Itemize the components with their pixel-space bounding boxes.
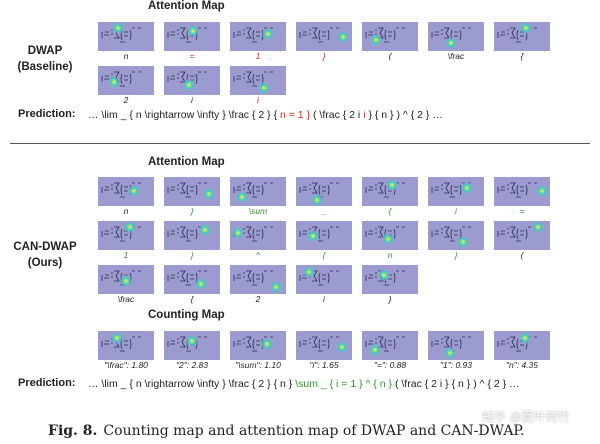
model-name: (Ours) [27,257,63,269]
thumbnail-label: i [257,95,259,105]
attention-thumbnail [428,177,484,206]
attention-thumbnail [230,177,286,206]
attention-thumbnail [164,265,220,294]
thumbnail-label: ( [388,51,392,61]
thumbnail-label: = [519,206,525,216]
attention-thumbnail [362,265,418,294]
thumbnail-label: } [388,294,392,304]
thumbnail-label: 2 [123,95,129,105]
thumbnail-label: 1 [255,51,261,61]
attention-thumbnail [362,221,418,250]
attention-thumbnail [362,331,418,360]
attention-thumbnail [428,331,484,360]
attention-thumbnail [164,22,220,51]
thumbnail-label: \frac [117,294,135,304]
attention-thumbnail [98,331,154,360]
attention-thumbnail [98,22,154,51]
caption-text: Counting map and attention map of DWAP a… [103,423,525,439]
thumbnail-label: { [520,51,524,61]
prediction-segment: … \lim _ { n \rightarrow \infty } \frac … [88,377,296,390]
attention-thumbnail [164,221,220,250]
section-title: Attention Map [148,0,225,12]
attention-thumbnail [164,177,220,206]
attention-thumbnail [296,22,352,51]
attention-thumbnail [296,331,352,360]
section-title: Counting Map [148,309,225,321]
thumbnail-label: "2": 2.83 [175,360,209,370]
attention-thumbnail [230,66,286,95]
prediction-segment: \sum _ { i = 1 } ^ { n } [295,377,393,390]
prediction-segment: ( \frac { 2 i [310,108,364,121]
attention-thumbnail [164,331,220,360]
model-name: DWAP [27,45,63,57]
thumbnail-label: \sum [248,206,268,216]
prediction-text: … \lim _ { n \rightarrow \infty } \frac … [88,109,443,121]
attention-thumbnail [296,221,352,250]
attention-thumbnail [494,221,550,250]
thumbnail-label: = [189,51,195,61]
attention-thumbnail [494,22,550,51]
thumbnail-label: ^ [256,250,260,260]
thumbnail-label: \frac [447,51,465,61]
attention-thumbnail [362,177,418,206]
prediction-label: Prediction: [18,108,76,120]
prediction-text: … \lim _ { n \rightarrow \infty } \frac … [88,378,520,390]
thumbnail-label: "n": 4.35 [505,360,539,370]
thumbnail-label: ( [520,250,524,260]
prediction-segment: ( \frac { 2 i } { n } ) ^ { 2 } … [392,377,520,390]
thumbnail-label: 1 [123,250,129,260]
thumbnail-label: 2 [255,294,261,304]
thumbnail-label: } [190,206,194,216]
model-name: CAN-DWAP [13,241,77,253]
attention-thumbnail [494,177,550,206]
thumbnail-label: "=": 0.88 [373,360,407,370]
thumbnail-label: { [388,206,392,216]
thumbnail-label: { [190,294,194,304]
prediction-label: Prediction: [18,377,76,389]
attention-thumbnail [296,177,352,206]
attention-thumbnail [98,66,154,95]
separator [10,143,590,144]
attention-thumbnail [230,221,286,250]
thumbnail-label: i [455,206,457,216]
prediction-segment: n = 1 } [280,108,311,121]
watermark: 知乎 @夏叶何竹 [482,410,570,424]
thumbnail-label: "1": 0.93 [439,360,473,370]
attention-thumbnail [98,177,154,206]
attention-thumbnail [98,265,154,294]
thumbnail-label: i [323,294,325,304]
thumbnail-label: "\sum": 1.10 [235,360,281,370]
thumbnail-label: _ [321,206,327,216]
thumbnail-label: } [190,250,194,260]
attention-thumbnail [428,22,484,51]
attention-thumbnail [230,331,286,360]
model-name: (Baseline) [17,61,73,73]
thumbnail-label: } [454,250,458,260]
thumbnail-label: n [123,51,129,61]
thumbnail-label: "i": 1.65 [309,360,339,370]
thumbnail-label: n [387,250,393,260]
attention-thumbnail [230,22,286,51]
thumbnail-label: { [322,250,326,260]
attention-thumbnail [164,66,220,95]
thumbnail-label: n [123,206,129,216]
attention-thumbnail [230,265,286,294]
prediction-segment: … \lim _ { n \rightarrow \infty } \frac … [88,108,280,121]
attention-thumbnail [494,331,550,360]
prediction-segment: i [363,108,366,121]
thumbnail-label: "\frac": 1.80 [104,360,148,370]
attention-thumbnail [296,265,352,294]
attention-thumbnail [98,221,154,250]
thumbnail-label: i [191,95,193,105]
prediction-segment: } { n } ) ^ { 2 } … [365,108,443,121]
attention-thumbnail [362,22,418,51]
attention-thumbnail [428,221,484,250]
section-title: Attention Map [148,156,225,168]
thumbnail-label: } [322,51,326,61]
caption: Fig. 8. Counting map and attention map of… [48,423,524,439]
caption-label: Fig. 8. [48,423,98,439]
